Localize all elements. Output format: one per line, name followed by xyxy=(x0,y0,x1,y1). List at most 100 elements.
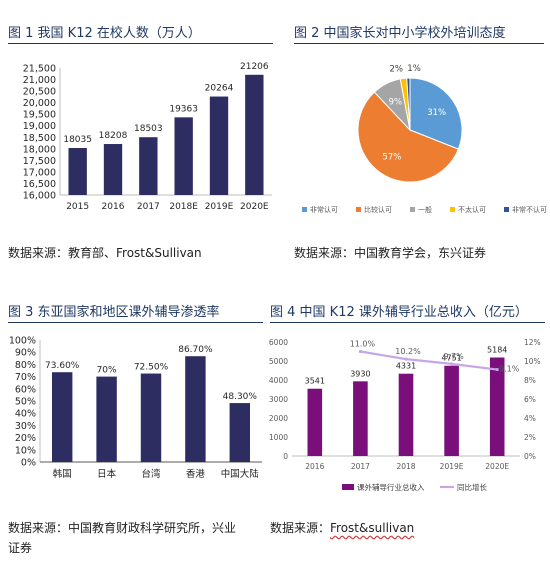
y-tick-label: 20,000 xyxy=(23,98,56,109)
data-label: 20264 xyxy=(205,84,234,94)
figure3-source-line1: 数据来源：中国教育财政科学研究所，兴业 xyxy=(8,521,237,535)
line-data-label: 9.7% xyxy=(443,352,464,361)
figure1-title-rule xyxy=(8,43,273,44)
figure1-source: 数据来源：教育部、Frost&Sullivan xyxy=(8,246,202,260)
data-label: 19363 xyxy=(169,104,198,114)
y-tick-label: 16,500 xyxy=(23,179,56,190)
legend-swatch xyxy=(504,207,509,212)
y2-tick-label: 4% xyxy=(524,414,536,423)
figure3-source: 数据来源：中国教育财政科学研究所，兴业 证券 xyxy=(8,518,273,558)
figure2-source: 数据来源：中国教育学会，东兴证券 xyxy=(294,246,487,260)
x-tick-label: 2016 xyxy=(102,202,125,212)
y-tick-label: 0% xyxy=(21,458,36,469)
bar-2016 xyxy=(103,144,123,195)
x-tick-label: 韩国 xyxy=(53,468,72,480)
y-tick-label: 0 xyxy=(283,452,288,461)
legend-swatch xyxy=(450,207,455,212)
figure4-combo-chart: 6000 5000 4000 3000 2000 1000 0 12% 10% 8% 6% 4% 2% 0… xyxy=(269,338,541,492)
x-tick-label: 2019E xyxy=(205,202,234,212)
x-tick-label: 2017 xyxy=(137,202,160,212)
figure2-pie-chart: 31% 57% 9% 2% 1% 非常认可 比较认可 一般 不太认可 非常不认可 xyxy=(302,64,547,214)
pie-label: 1% xyxy=(407,64,421,74)
pie-slice-非常认可 xyxy=(409,77,463,150)
data-label: 70% xyxy=(97,366,117,376)
x-tick-label: 2015 xyxy=(66,202,89,212)
x-tick-label: 台湾 xyxy=(141,468,161,480)
pie-label: 31% xyxy=(427,108,446,118)
y-tick-label: 40% xyxy=(15,409,36,420)
figure1-title: 图 1 我国 K12 在校人数（万人） xyxy=(8,26,201,41)
y-tick-label: 20% xyxy=(15,433,36,444)
x-tick-label: 2020E xyxy=(240,202,269,212)
figure2-title-rule xyxy=(294,43,544,44)
figure2-title: 图 2 中国家长对中小学校外培训态度 xyxy=(294,26,506,41)
figure4-title: 图 4 中国 K12 课外辅导行业总收入（亿元） xyxy=(270,305,528,320)
y-tick-label: 2000 xyxy=(269,414,288,423)
y-tick-label: 90% xyxy=(15,348,36,359)
y2-tick-label: 8% xyxy=(524,376,536,385)
data-label: 21206 xyxy=(240,62,269,72)
bar-2018 xyxy=(398,373,414,456)
bar-2017 xyxy=(139,137,158,195)
y-tick-label: 21,500 xyxy=(23,64,56,75)
y-tick-label: 1000 xyxy=(269,433,288,442)
figure4-source: 数据来源：Frost&sullivan xyxy=(270,518,414,538)
legend-label: 非常不认可 xyxy=(512,205,547,214)
data-label: 18208 xyxy=(99,131,128,141)
bar-2019E xyxy=(209,96,229,195)
figure4-source-prefix: 数据来源： xyxy=(270,521,331,535)
y-tick-label: 80% xyxy=(15,360,36,371)
data-label: 3541 xyxy=(305,377,325,386)
x-tick-label: 2019E xyxy=(440,462,464,471)
pie-slice-非常不认可 xyxy=(406,77,411,131)
y-tick-label: 4000 xyxy=(269,376,288,385)
y-tick-label: 50% xyxy=(15,397,36,408)
y-tick-label: 21,000 xyxy=(23,75,56,86)
x-tick-label: 2017 xyxy=(351,462,370,471)
pie-label: 9% xyxy=(389,97,403,107)
y2-tick-label: 10% xyxy=(524,357,541,366)
y-tick-label: 18,500 xyxy=(23,133,56,144)
y-tick-label: 17,500 xyxy=(23,156,56,167)
bar-2016 xyxy=(307,388,323,456)
data-label: 18503 xyxy=(134,124,163,134)
pie-label: 57% xyxy=(382,153,401,163)
y2-tick-label: 6% xyxy=(524,395,536,404)
line-data-label: 10.2% xyxy=(395,347,421,356)
figure4-title-rule xyxy=(270,322,545,323)
data-label: 4331 xyxy=(396,362,416,371)
x-tick-label: 2018 xyxy=(396,462,415,471)
growth-point xyxy=(450,362,454,366)
bar-日本 xyxy=(96,376,117,462)
y-tick-label: 60% xyxy=(15,384,36,395)
x-tick-label: 2016 xyxy=(305,462,324,471)
bar-台湾 xyxy=(140,373,162,462)
bar-2019E xyxy=(444,365,459,456)
line-data-label: 9.1% xyxy=(499,365,520,374)
y-tick-label: 30% xyxy=(15,421,36,432)
data-label: 72.50% xyxy=(134,363,169,373)
legend-label: 非常认可 xyxy=(310,205,338,214)
legend-label: 不太认可 xyxy=(458,205,486,214)
legend-swatch xyxy=(302,207,307,212)
data-label: 4751 xyxy=(441,354,461,363)
y2-tick-label: 2% xyxy=(524,433,536,442)
growth-point xyxy=(404,357,408,361)
figure1-bar-chart: 21,50021,00020,50020,00019,50019,00018,5… xyxy=(23,62,272,212)
y2-tick-label: 0% xyxy=(524,452,536,461)
bar-香港 xyxy=(185,356,206,462)
bar-2017 xyxy=(353,381,368,456)
x-tick-label: 2020E xyxy=(485,462,509,471)
legend-swatch xyxy=(410,207,415,212)
figure3-title: 图 3 东亚国家和地区课外辅导渗透率 xyxy=(8,305,220,320)
figure3-source-line2: 证券 xyxy=(8,541,33,555)
bar-2020E xyxy=(489,357,505,456)
y-tick-label: 17,000 xyxy=(23,167,56,178)
data-label: 86.70% xyxy=(178,345,213,355)
legend-label: 同比增长 xyxy=(457,482,487,492)
bar-韩国 xyxy=(51,372,73,462)
y-tick-label: 19,500 xyxy=(23,110,56,121)
y-tick-label: 70% xyxy=(15,372,36,383)
pie-slice-比较认可 xyxy=(357,91,459,183)
growth-point xyxy=(358,349,362,354)
